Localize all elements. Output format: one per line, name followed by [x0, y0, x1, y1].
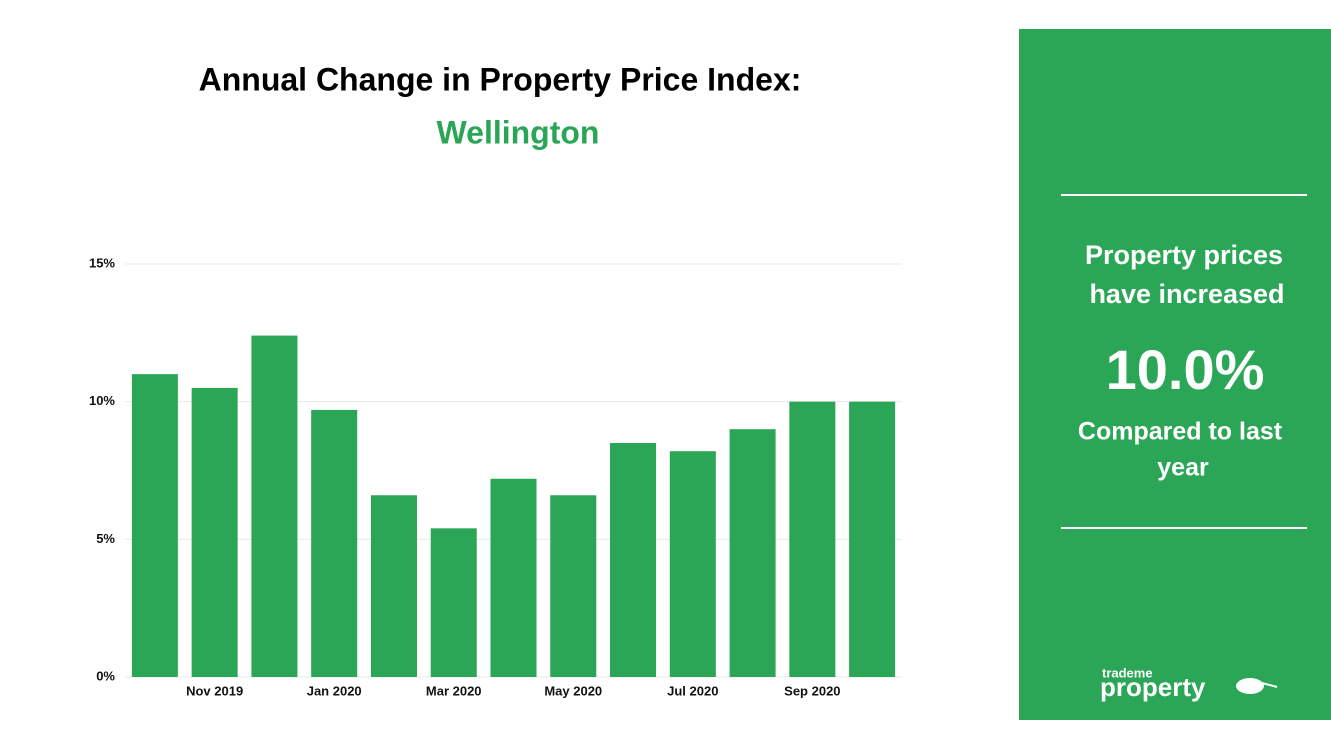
panel-headline: Property prices [1085, 240, 1283, 270]
bar [550, 495, 597, 677]
chart-subtitle: Wellington [437, 114, 600, 150]
chart-title: Annual Change in Property Price Index: [199, 61, 802, 97]
panel-footer: Compared to last [1078, 418, 1283, 446]
y-tick-label: 0% [96, 668, 115, 683]
y-tick-label: 5% [96, 531, 115, 546]
y-tick-label: 15% [89, 255, 115, 270]
side-panel: Property prices have increased 10.0% Com… [1019, 29, 1331, 720]
panel-figure: 10.0% [1106, 338, 1265, 401]
x-tick-label: Nov 2019 [186, 683, 243, 698]
logo-kiwi [1236, 678, 1264, 694]
x-tick-label: Jan 2020 [307, 683, 362, 698]
x-tick-label: Sep 2020 [784, 683, 840, 698]
bar [251, 335, 298, 677]
bar [131, 374, 178, 677]
panel-footer: year [1157, 454, 1209, 482]
logo-small: trademe [1102, 665, 1153, 680]
logo-kiwi-beak [1261, 682, 1278, 688]
y-tick-label: 10% [89, 393, 115, 408]
bar [849, 401, 896, 677]
panel-headline: have increased [1089, 279, 1284, 309]
x-tick-label: Jul 2020 [667, 683, 718, 698]
bar [669, 451, 716, 677]
x-tick-label: Mar 2020 [426, 683, 482, 698]
bar [789, 401, 836, 677]
bar [191, 387, 238, 677]
bar [430, 528, 477, 677]
x-tick-label: May 2020 [544, 683, 602, 698]
bar [729, 429, 776, 677]
panel-background [1019, 29, 1331, 720]
bar [610, 442, 657, 677]
bar [311, 409, 358, 677]
bar [490, 478, 537, 677]
bar [370, 495, 417, 677]
logo-big: property [1100, 672, 1206, 702]
